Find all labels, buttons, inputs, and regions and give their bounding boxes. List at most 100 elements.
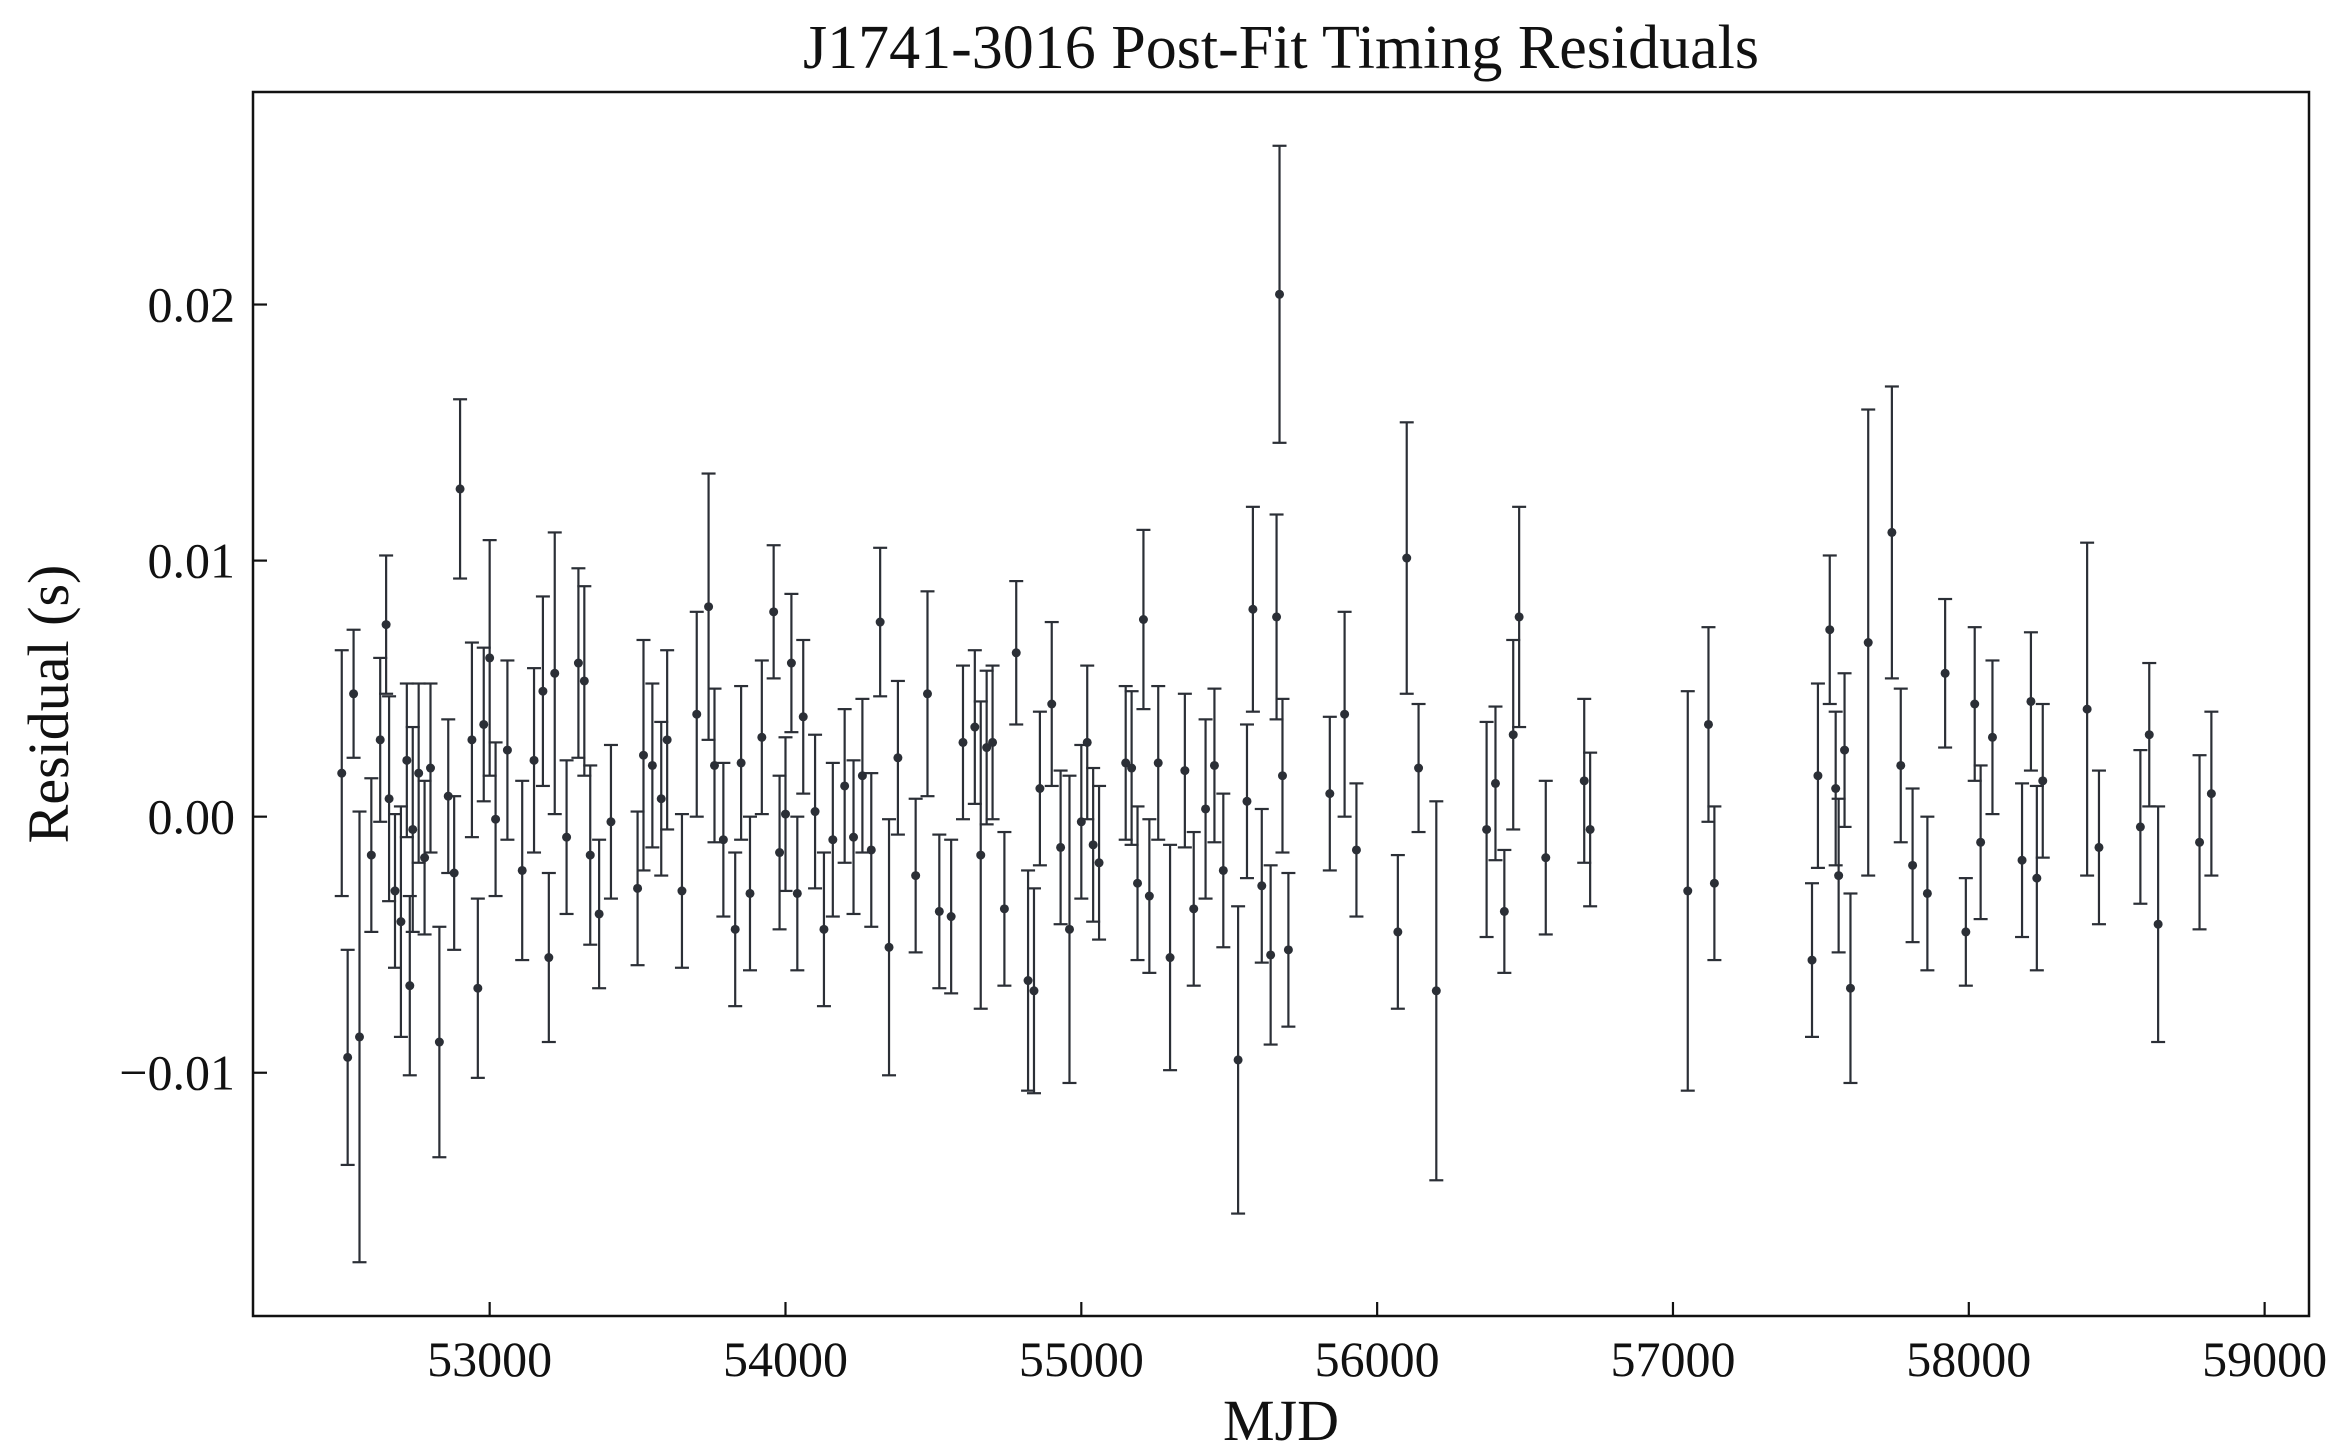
y-tick-label: −0.01 [119,1045,235,1101]
data-point [920,590,935,798]
data-point [1198,718,1213,900]
point-marker [1209,760,1219,770]
point-marker [1976,837,1986,847]
point-marker [485,653,495,663]
point-marker [491,814,501,824]
point-marker [704,602,714,612]
data-point [1281,871,1296,1028]
data-point [846,759,861,916]
point-marker [1940,668,1950,678]
point-marker [1082,737,1092,747]
point-marker [840,781,850,791]
point-marker [375,735,385,745]
point-marker [775,848,785,858]
point-marker [745,888,755,898]
point-marker [1813,771,1823,781]
point-marker [550,668,560,678]
point-marker [349,689,359,699]
data-point [1026,887,1041,1095]
point-marker [479,719,489,729]
data-point [1506,638,1521,831]
data-point [2035,702,2050,859]
data-point [772,774,787,931]
data-point [808,733,823,890]
data-point [1231,905,1246,1215]
data-point [955,664,970,821]
point-marker [656,794,666,804]
point-marker [999,904,1009,914]
data-point [1186,830,1201,987]
point-marker [2144,730,2154,740]
data-point [855,697,870,854]
point-marker [573,658,583,668]
data-point [2192,754,2207,931]
point-marker [1709,878,1719,888]
y-axis-title: Residual (s) [16,565,81,844]
point-marker [866,845,876,855]
point-marker [1218,865,1228,875]
data-point [547,531,562,816]
data-point [1118,684,1133,841]
x-tick-label: 58000 [1906,1331,2031,1387]
point-marker [1579,776,1589,786]
point-marker [594,909,604,919]
point-marker [911,871,921,881]
data-point [1275,697,1290,854]
point-marker [677,886,687,896]
point-marker [1414,763,1424,773]
point-marker [502,745,512,755]
x-tick-label: 55000 [1019,1331,1144,1387]
point-marker [730,924,740,934]
point-marker [1035,784,1045,794]
data-point [973,700,988,1010]
data-point [1828,710,1843,867]
data-point [559,759,574,916]
point-marker [381,620,391,630]
point-marker [1325,789,1335,799]
point-marker [473,983,483,993]
point-marker [1482,824,1492,834]
data-point [1843,892,1858,1085]
data-point [778,736,793,893]
point-marker [1908,860,1918,870]
data-point [1263,864,1278,1046]
data-point [742,815,757,972]
point-marker [1499,906,1509,916]
point-marker [1585,824,1595,834]
data-point [1322,715,1337,872]
point-marker [1266,950,1276,960]
point-marker [647,760,657,770]
data-point [592,838,607,990]
data-point [1884,385,1899,680]
point-marker [1064,924,1074,934]
point-marker [662,735,672,745]
point-marker [467,735,477,745]
data-point [603,743,618,900]
data-point [1538,779,1553,936]
data-point [535,595,550,788]
point-marker [384,794,394,804]
point-marker [1703,719,1713,729]
point-marker [718,835,728,845]
data-point [364,777,379,933]
point-marker [2094,842,2104,852]
data-point [864,772,879,928]
data-point [1861,408,1876,877]
chart-title: J1741-3016 Post-Fit Timing Residuals [803,14,1759,82]
x-tick-label: 57000 [1610,1331,1735,1387]
data-point [1680,690,1695,1092]
point-marker [1153,758,1163,768]
data-point [1399,421,1414,695]
data-point [1136,528,1151,711]
data-point [500,659,515,841]
data-point [932,833,947,990]
data-point [1967,626,1982,782]
point-marker [1127,763,1137,773]
data-point [393,805,408,1038]
point-marker [1683,886,1693,896]
point-marker [1351,845,1361,855]
y-tick-label: 0.00 [148,789,236,845]
point-marker [1011,648,1021,658]
data-point [411,682,426,864]
data-point [541,871,556,1044]
